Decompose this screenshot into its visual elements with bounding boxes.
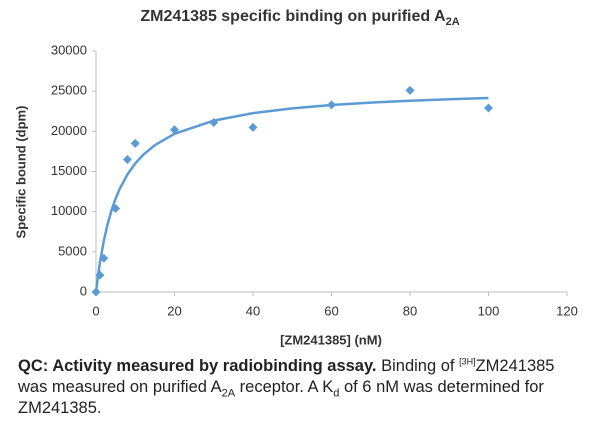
data-point: [95, 270, 105, 280]
x-tick-label: 40: [246, 303, 260, 318]
caption-normal: of 6 nM was determined for ZM241385.: [18, 378, 544, 417]
x-tick-label: 100: [478, 303, 500, 318]
fit-curve: [94, 96, 489, 293]
y-tick-label: 25000: [51, 83, 87, 98]
y-tick-label: 0: [80, 283, 87, 298]
caption-normal: Binding of: [376, 357, 460, 375]
y-tick-label: 5000: [58, 243, 87, 258]
x-tick-label: 60: [324, 303, 338, 318]
chart-title: ZM241385 specific binding on purified A2…: [140, 8, 459, 28]
caption-sub: d: [333, 387, 340, 400]
data-point: [111, 203, 121, 213]
x-tick-label: 20: [167, 303, 181, 318]
data-point: [248, 122, 258, 132]
x-tick-label: 80: [403, 303, 417, 318]
y-tick-label: 30000: [51, 42, 87, 57]
x-tick-label: 0: [92, 303, 99, 318]
data-point: [91, 287, 101, 297]
caption: QC: Activity measured by radiobinding as…: [18, 356, 588, 419]
y-tick-label: 20000: [51, 123, 87, 138]
caption-sub: 2A: [221, 387, 236, 400]
caption-normal: receptor. A K: [235, 378, 334, 396]
data-point: [170, 125, 179, 135]
caption-normal: ZM241385 was measured on purified A: [18, 357, 555, 396]
caption-sup: [3H]: [459, 356, 476, 367]
title-text: ZM241385 specific binding on purified A: [140, 8, 446, 25]
data-point: [327, 100, 336, 110]
title-subscript: 2A: [446, 16, 460, 28]
x-tick-label: 120: [556, 303, 578, 318]
data-point: [209, 117, 219, 127]
data-point: [405, 85, 415, 95]
data-point: [484, 103, 493, 113]
y-axis-label: Specific bound (dpm): [13, 106, 28, 239]
x-axis-label: [ZM241385] (nM): [280, 332, 382, 347]
data-point: [99, 253, 109, 263]
y-tick-label: 15000: [51, 163, 87, 178]
caption-bold: QC: Activity measured by radiobinding as…: [18, 357, 377, 375]
data-point: [122, 154, 132, 164]
chart: ZM241385 specific binding on purified A2…: [13, 8, 578, 347]
data-point: [130, 138, 140, 148]
y-tick-label: 10000: [51, 203, 87, 218]
